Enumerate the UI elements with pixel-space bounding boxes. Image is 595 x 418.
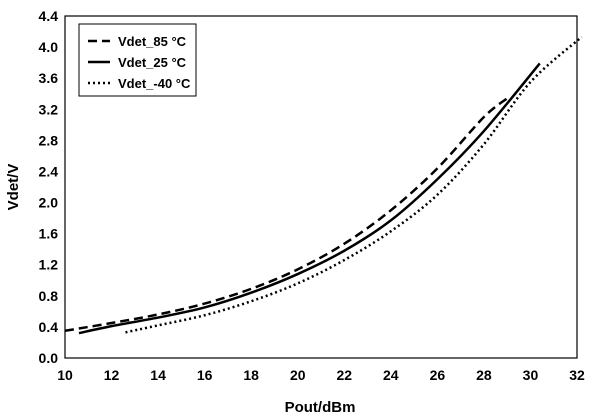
y-tick-label: 2.0 (39, 195, 59, 211)
legend: Vdet_85 °C Vdet_25 °C Vdet_-40 °C (78, 23, 197, 97)
x-tick-label: 20 (290, 367, 306, 383)
x-tick-label: 12 (104, 367, 120, 383)
series-line-1 (78, 62, 541, 335)
x-tick-label: 22 (336, 367, 352, 383)
y-tick-label: 4.0 (39, 39, 59, 55)
x-tick-label: 32 (569, 367, 585, 383)
x-axis-label: Pout/dBm (285, 399, 356, 416)
x-tick-label: 14 (150, 367, 166, 383)
y-tick-label: 1.6 (39, 226, 59, 242)
y-tick-label: 0.0 (39, 350, 59, 366)
x-tick-labels: 10 12 14 16 18 20 22 24 26 28 30 32 (57, 367, 585, 383)
x-tick-label: 18 (243, 367, 259, 383)
series-lines (64, 36, 583, 335)
y-tick-label: 4.4 (39, 8, 59, 24)
y-tick-label: 2.4 (39, 163, 59, 179)
x-tick-label: 24 (383, 367, 399, 383)
x-tick-label: 10 (57, 367, 73, 383)
y-tick-label: 0.8 (39, 288, 59, 304)
x-tick-label: 28 (476, 367, 492, 383)
x-tick-label: 16 (197, 367, 213, 383)
y-tick-labels: 0.0 0.4 0.8 1.2 1.6 2.0 2.4 2.8 3.2 3.6 4.0 4.4 (39, 8, 59, 366)
legend-label-85: Vdet_85 °C (118, 34, 187, 49)
x-tick-label: 26 (430, 367, 446, 383)
y-axis-label: Vdet/V (5, 164, 22, 211)
plot-border (64, 15, 578, 359)
y-tick-label: 2.8 (39, 132, 59, 148)
x-tick-label: 30 (523, 367, 539, 383)
series-line-0 (64, 97, 508, 333)
y-tick-label: 1.2 (39, 257, 59, 273)
y-tick-label: 0.4 (39, 319, 59, 335)
legend-label-minus40: Vdet_-40 °C (118, 76, 191, 91)
y-tick-label: 3.2 (39, 101, 59, 117)
legend-label-25: Vdet_25 °C (118, 55, 187, 70)
y-tick-label: 3.6 (39, 70, 59, 86)
